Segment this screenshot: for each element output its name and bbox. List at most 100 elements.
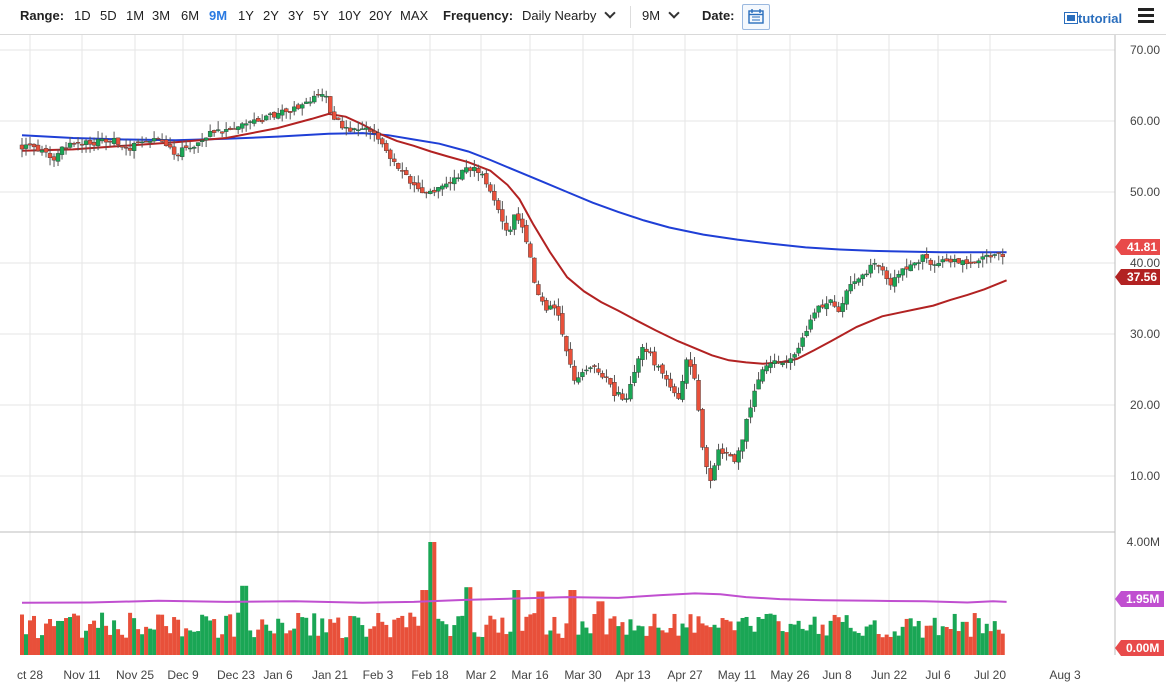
volume-average-line: [21, 592, 1007, 604]
volume-bar: [196, 631, 201, 655]
candle-body: [800, 337, 805, 347]
range-2y[interactable]: 2Y: [263, 8, 279, 23]
volume-bar: [448, 635, 453, 655]
candle-body: [448, 181, 453, 184]
volume-bar: [228, 614, 233, 655]
candle-body: [524, 224, 529, 243]
candle-body: [223, 129, 229, 132]
candle-body: [284, 108, 289, 113]
candle-body: [784, 361, 789, 363]
volume-bar: [396, 617, 401, 655]
candle-body: [556, 306, 561, 316]
volume-bar: [176, 619, 181, 655]
candle-body: [47, 153, 53, 159]
volume-bar: [304, 617, 309, 655]
calendar-button[interactable]: [742, 4, 770, 30]
volume-bar: [576, 634, 581, 655]
date-tick-label: Mar 2: [466, 668, 497, 682]
candle-body: [300, 104, 305, 109]
volume-bar: [136, 629, 141, 655]
volume-bar: [508, 631, 513, 655]
frequency-dropdown[interactable]: Daily Nearby: [522, 7, 617, 24]
price-tick-label: 30.00: [1130, 327, 1160, 341]
date-tick-label: May 11: [718, 668, 757, 682]
candle-body: [440, 185, 445, 190]
candle-body: [255, 118, 261, 122]
volume-bar: [212, 619, 217, 655]
candle-body: [964, 259, 969, 265]
candle-body: [115, 137, 121, 145]
volume-bar: [772, 614, 777, 655]
range-5y[interactable]: 5Y: [313, 8, 329, 23]
candle-body: [296, 104, 301, 109]
volume-bar: [84, 630, 89, 655]
candle-body: [788, 358, 793, 364]
volume-bar: [624, 634, 629, 655]
range-9m[interactable]: 9M: [209, 8, 228, 23]
frequency-value: Daily Nearby: [522, 8, 597, 23]
candle-body: [920, 254, 925, 262]
volume-bar: [220, 634, 225, 655]
menu-icon[interactable]: [1138, 8, 1154, 24]
volume-bar: [480, 636, 485, 655]
range-5d[interactable]: 5D: [100, 8, 117, 23]
date-tick-label: ct 28: [17, 668, 43, 682]
candle-body: [936, 263, 941, 266]
candle-body: [380, 138, 385, 145]
candle-body: [772, 360, 777, 364]
range-20y[interactable]: 20Y: [369, 8, 393, 23]
volume-bar: [24, 634, 29, 655]
range-1m[interactable]: 1M: [126, 8, 145, 23]
range-10y[interactable]: 10Y: [338, 8, 362, 23]
range-6m[interactable]: 6M: [181, 8, 200, 23]
candle-body: [372, 130, 377, 134]
volume-bar: [880, 637, 885, 655]
volume-bar: [356, 617, 361, 655]
range-3y[interactable]: 3Y: [288, 8, 304, 23]
candle-body: [139, 141, 145, 144]
volume-bar: [884, 634, 889, 655]
volume-bar: [688, 614, 693, 655]
tutorial-link[interactable]: tutorial: [1064, 11, 1122, 26]
candle-body: [107, 140, 113, 143]
candle-body: [183, 145, 189, 148]
volume-bar: [28, 620, 33, 655]
candle-body: [604, 376, 609, 378]
volume-bar: [660, 630, 665, 655]
volume-bar: [132, 618, 137, 655]
price-chart[interactable]: 70.00 60.00 50.00 40.00 30.00 20.00 10.00 4.00M…: [0, 35, 1166, 697]
volume-bar: [728, 621, 733, 655]
volume-bar: [584, 627, 589, 655]
candle-body: [251, 119, 257, 124]
volume-bar: [644, 635, 649, 655]
volume-bar: [272, 633, 277, 655]
candle-body: [704, 447, 709, 468]
range-1y[interactable]: 1Y: [238, 8, 254, 23]
volume-bar: [796, 620, 801, 655]
volume-bar: [996, 629, 1001, 655]
candle-body: [592, 365, 597, 367]
volume-bars: [20, 542, 1005, 655]
volume-bar: [628, 619, 633, 655]
volume-bar: [700, 623, 705, 655]
volume-bar: [856, 632, 861, 655]
candle-body: [408, 176, 413, 184]
candle-body: [884, 270, 889, 280]
candle-body: [892, 277, 897, 287]
candle-body: [195, 142, 201, 146]
volume-bar: [944, 627, 949, 655]
price-tick-label: 60.00: [1130, 114, 1160, 128]
volume-bar: [388, 637, 393, 655]
volume-bar: [268, 630, 273, 655]
volume-bar: [368, 628, 373, 655]
date-tick-label: Aug 3: [1049, 668, 1081, 682]
volume-bar: [864, 626, 869, 655]
range-max[interactable]: MAX: [400, 8, 429, 23]
period-dropdown[interactable]: 9M: [642, 7, 680, 24]
range-3m[interactable]: 3M: [152, 8, 171, 23]
volume-bar: [860, 635, 865, 655]
range-1d[interactable]: 1D: [74, 8, 91, 23]
candle-body: [304, 101, 309, 104]
candle-body: [460, 169, 465, 180]
candle-body: [127, 147, 133, 151]
